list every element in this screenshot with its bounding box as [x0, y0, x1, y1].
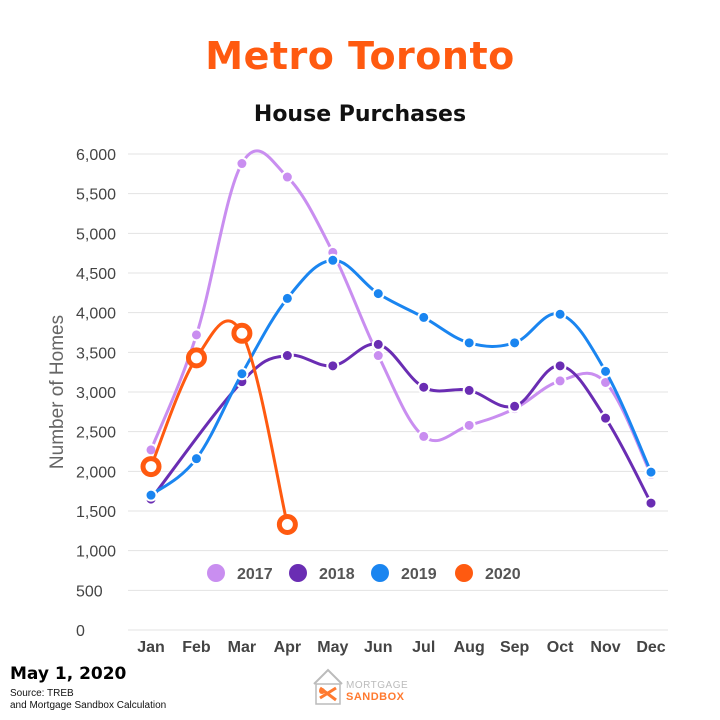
data-point — [553, 374, 567, 388]
x-tick-label: Jul — [412, 639, 435, 656]
data-point — [417, 380, 431, 394]
data-point — [144, 488, 158, 502]
legend-label: 2018 — [319, 566, 355, 583]
x-tick-label: Jan — [137, 639, 165, 656]
legend-label: 2020 — [485, 566, 521, 583]
y-tick-label: 4,000 — [76, 306, 116, 323]
data-point — [231, 322, 253, 344]
y-axis-label: Number of Homes — [47, 315, 68, 469]
data-point — [326, 359, 340, 373]
data-point — [553, 359, 567, 373]
x-tick-label: Jun — [364, 639, 392, 656]
y-tick-label: 500 — [76, 583, 103, 600]
data-point — [371, 337, 385, 351]
series-2019 — [144, 253, 658, 502]
data-point — [280, 170, 294, 184]
y-tick-label: 6,000 — [76, 147, 116, 164]
grid-lines — [128, 153, 668, 631]
x-tick-label: Feb — [182, 639, 211, 656]
data-point — [553, 307, 567, 321]
series-2020 — [140, 319, 298, 535]
data-point — [462, 418, 476, 432]
logo-text-sandbox: SANDBOX — [346, 691, 405, 703]
data-point — [599, 364, 613, 378]
data-point — [417, 310, 431, 324]
data-point — [189, 328, 203, 342]
legend-label: 2019 — [401, 566, 437, 583]
publish-date: May 1, 2020 — [10, 664, 127, 684]
data-point — [276, 513, 298, 535]
data-point — [417, 429, 431, 443]
data-point — [189, 452, 203, 466]
source-note-2: and Mortgage Sandbox Calculation — [10, 700, 167, 711]
y-tick-label: 3,000 — [76, 385, 116, 402]
legend-marker — [371, 564, 389, 582]
y-tick-label: 5,500 — [76, 187, 116, 204]
chart-subtitle: House Purchases — [253, 102, 467, 127]
x-tick-label: Oct — [547, 639, 574, 656]
y-tick-label: 1,000 — [76, 544, 116, 561]
x-tick-label: Apr — [274, 639, 302, 656]
x-tick-label: May — [317, 639, 348, 656]
y-tick-label: 5,000 — [76, 226, 116, 243]
data-point — [326, 253, 340, 267]
legend-marker — [207, 564, 225, 582]
series-lines — [140, 149, 658, 535]
line-chart: 0 500 1,000 1,500 2,000 2,500 3,000 3,500 4,000 4… — [47, 147, 668, 656]
house-logo-icon — [313, 668, 343, 705]
y-tick-label: 2,500 — [76, 425, 116, 442]
series-2017 — [144, 149, 658, 482]
x-tick-label: Dec — [636, 639, 665, 656]
series-line-2020 — [149, 319, 289, 526]
legend-marker — [455, 564, 473, 582]
x-tick-label: Nov — [590, 639, 620, 656]
data-point — [185, 347, 207, 369]
y-tick-label: 4,500 — [76, 266, 116, 283]
data-point — [140, 456, 162, 478]
data-point — [280, 291, 294, 305]
mortgage-sandbox-logo: MORTGAGE SANDBOX — [310, 664, 420, 708]
y-tick-label: 0 — [76, 623, 85, 640]
logo-text-mortgage: MORTGAGE — [346, 680, 409, 691]
data-point — [371, 349, 385, 363]
legend: 2017 2018 2019 2020 — [207, 564, 521, 583]
data-point — [508, 399, 522, 413]
y-tick-labels: 0 500 1,000 1,500 2,000 2,500 3,000 3,500 4,000 4… — [76, 147, 116, 640]
x-tick-label: Aug — [454, 639, 485, 656]
series-line-2018 — [149, 342, 653, 505]
data-point — [235, 157, 249, 171]
data-point — [599, 411, 613, 425]
data-point — [462, 383, 476, 397]
x-tick-label: Mar — [228, 639, 256, 656]
legend-marker — [289, 564, 307, 582]
series-line-2019 — [149, 258, 653, 497]
source-note: Source: TREB — [10, 688, 74, 699]
legend-label: 2017 — [237, 566, 273, 583]
series-2018 — [144, 337, 658, 510]
data-point — [462, 336, 476, 350]
data-point — [508, 336, 522, 350]
page-title: Metro Toronto — [205, 34, 515, 78]
data-point — [280, 349, 294, 363]
y-tick-label: 2,000 — [76, 464, 116, 481]
data-point — [235, 367, 249, 381]
data-point — [644, 465, 658, 479]
data-point — [371, 287, 385, 301]
y-tick-label: 1,500 — [76, 504, 116, 521]
y-tick-label: 3,500 — [76, 345, 116, 362]
x-tick-label: Sep — [500, 639, 530, 656]
data-point — [644, 496, 658, 510]
x-tick-labels: Jan Feb Mar Apr May Jun Jul Aug Sep Oct Nov Dec — [137, 639, 666, 656]
